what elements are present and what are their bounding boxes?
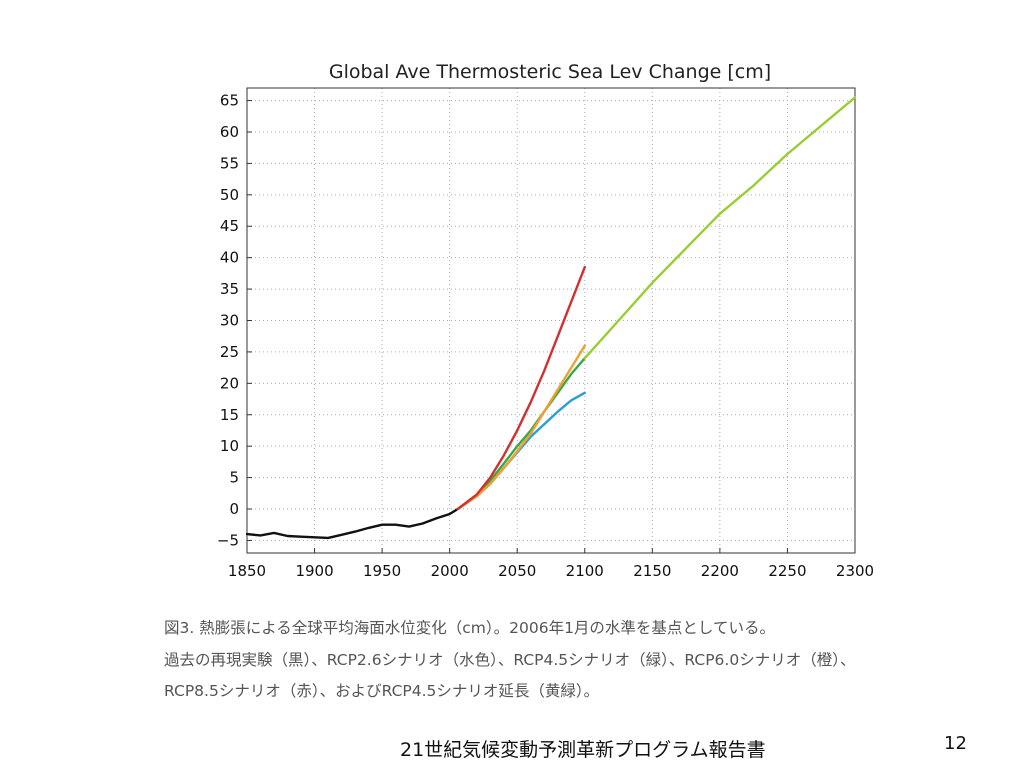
- y-tick-label: 30: [220, 312, 239, 330]
- x-tick-label: 1950: [363, 562, 401, 580]
- series-line-3: [456, 357, 586, 511]
- x-tick-label: 2000: [431, 562, 469, 580]
- y-tick-label: 35: [220, 280, 239, 298]
- series-line-1: [245, 507, 459, 540]
- x-tick-label: 2300: [836, 562, 874, 580]
- thermosteric-sea-level-chart: Global Ave Thermosteric Sea Lev Change […: [217, 61, 874, 580]
- series-line-2: [456, 391, 586, 511]
- grid-lines: [247, 88, 855, 553]
- x-tick-label: 1850: [228, 562, 266, 580]
- y-tick-label: 10: [220, 437, 239, 455]
- x-tick-label: 1900: [295, 562, 333, 580]
- y-tick-label: 55: [220, 154, 239, 172]
- y-tick-label: 0: [229, 500, 239, 518]
- series-line-5: [456, 265, 586, 511]
- axis-ticks: 1850 1900 1950 2000 2050 2100 2150 2200 2250 2300…: [217, 92, 874, 580]
- x-tick-label: 2250: [768, 562, 806, 580]
- x-tick-label: 2100: [566, 562, 604, 580]
- series-lines: [245, 96, 857, 540]
- figure-caption-line-3: RCP8.5シナリオ（赤）、およびRCP4.5シナリオ延長（黄緑）。: [164, 682, 600, 700]
- page-number: 12: [944, 733, 967, 754]
- y-tick-label: 5: [229, 469, 239, 487]
- y-tick-label: 25: [220, 343, 239, 361]
- y-tick-label: 20: [220, 374, 239, 392]
- y-tick-label: 40: [220, 249, 239, 267]
- y-tick-label: 65: [220, 92, 239, 110]
- y-tick-label: 15: [220, 406, 239, 424]
- x-tick-label: 2150: [633, 562, 671, 580]
- y-tick-label: −5: [217, 531, 239, 549]
- y-tick-label: 60: [220, 123, 239, 141]
- series-line-4: [456, 344, 586, 511]
- figure-caption-line-2: 過去の再現実験（黒）、RCP2.6シナリオ（水色）、RCP4.5シナリオ（緑）、…: [164, 651, 856, 669]
- figure-caption-line-1: 図3. 熱膨張による全球平均海面水位変化（cm）。2006年1月の水準を基点とし…: [164, 619, 775, 637]
- series-line-6: [583, 96, 857, 360]
- x-tick-label: 2050: [498, 562, 536, 580]
- report-title: 21世紀気候変動予測革新プログラム報告書: [400, 739, 766, 761]
- x-tick-label: 2200: [701, 562, 739, 580]
- chart-title: Global Ave Thermosteric Sea Lev Change […: [329, 61, 771, 83]
- y-tick-label: 50: [220, 186, 239, 204]
- y-tick-label: 45: [220, 217, 239, 235]
